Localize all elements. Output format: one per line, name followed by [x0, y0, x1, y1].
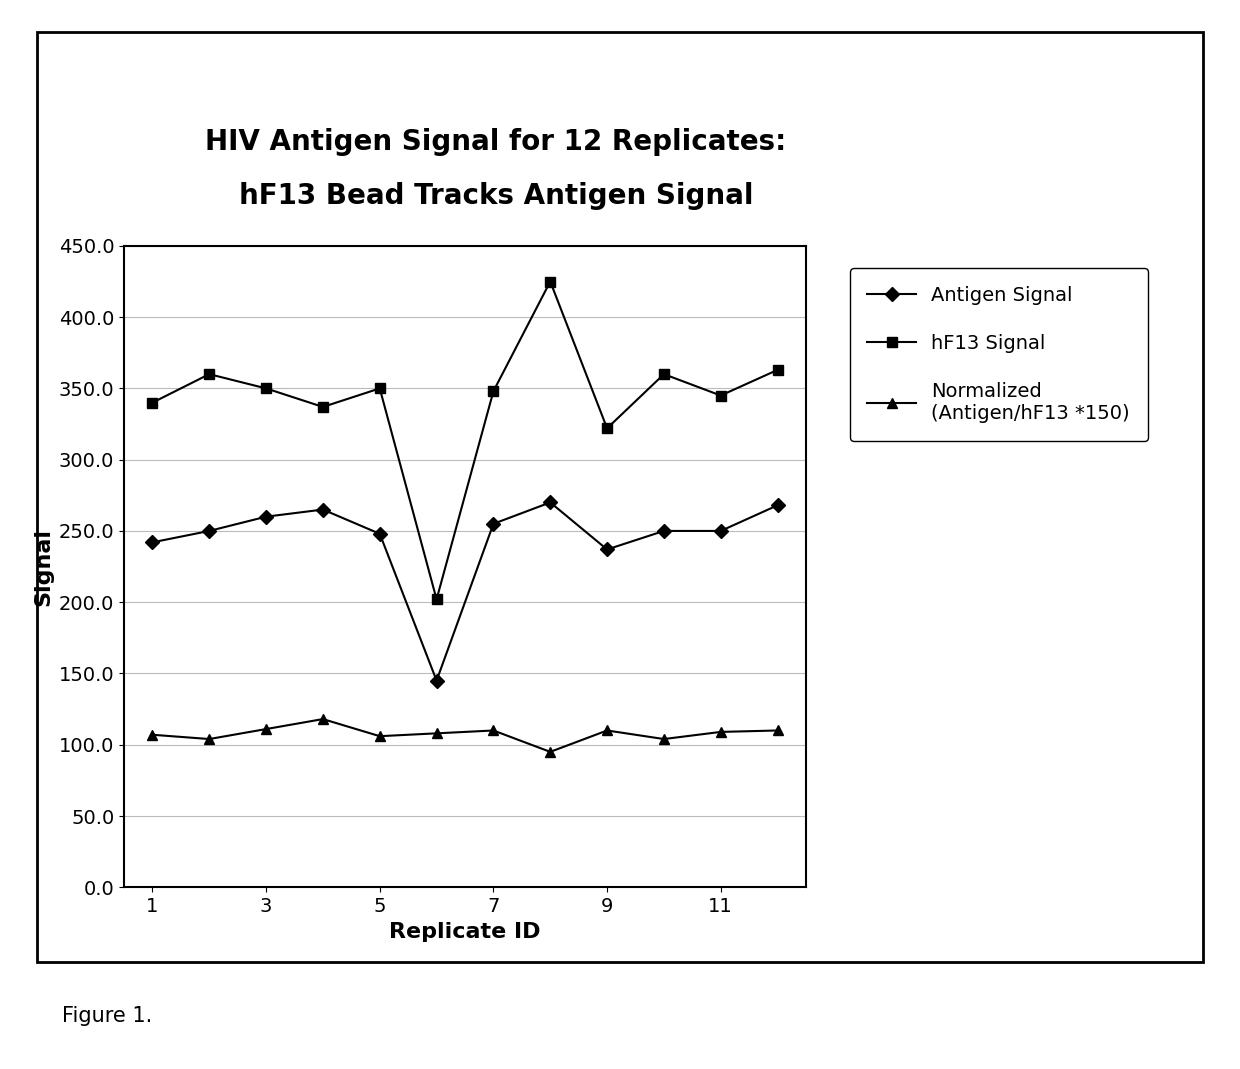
Normalized
(Antigen/hF13 *150): [372, 730, 387, 743]
hF13 Signal: [543, 275, 558, 288]
Normalized
(Antigen/hF13 *150): [770, 724, 785, 737]
Text: HIV Antigen Signal for 12 Replicates:: HIV Antigen Signal for 12 Replicates:: [206, 128, 786, 156]
Y-axis label: Signal: Signal: [33, 528, 53, 605]
hF13 Signal: [315, 401, 330, 414]
hF13 Signal: [429, 593, 444, 606]
hF13 Signal: [600, 422, 615, 435]
Normalized
(Antigen/hF13 *150): [713, 726, 728, 739]
Antigen Signal: [770, 499, 785, 512]
Antigen Signal: [315, 503, 330, 516]
hF13 Signal: [202, 368, 217, 381]
Antigen Signal: [600, 543, 615, 556]
Normalized
(Antigen/hF13 *150): [429, 727, 444, 740]
Normalized
(Antigen/hF13 *150): [259, 723, 274, 735]
hF13 Signal: [713, 389, 728, 402]
Antigen Signal: [259, 510, 274, 523]
Normalized
(Antigen/hF13 *150): [656, 732, 671, 745]
Normalized
(Antigen/hF13 *150): [543, 745, 558, 758]
hF13 Signal: [486, 385, 501, 398]
hF13 Signal: [259, 382, 274, 394]
Line: Normalized
(Antigen/hF13 *150): Normalized (Antigen/hF13 *150): [148, 714, 782, 757]
Text: Figure 1.: Figure 1.: [62, 1006, 153, 1025]
Antigen Signal: [713, 525, 728, 538]
Antigen Signal: [656, 525, 671, 538]
Normalized
(Antigen/hF13 *150): [486, 724, 501, 737]
Antigen Signal: [486, 517, 501, 530]
Line: hF13 Signal: hF13 Signal: [148, 277, 782, 604]
Antigen Signal: [543, 496, 558, 509]
Normalized
(Antigen/hF13 *150): [145, 728, 160, 741]
Antigen Signal: [202, 525, 217, 538]
hF13 Signal: [145, 397, 160, 409]
Text: hF13 Bead Tracks Antigen Signal: hF13 Bead Tracks Antigen Signal: [239, 182, 753, 210]
hF13 Signal: [770, 363, 785, 376]
Normalized
(Antigen/hF13 *150): [202, 732, 217, 745]
Antigen Signal: [372, 527, 387, 540]
Line: Antigen Signal: Antigen Signal: [148, 497, 782, 685]
Antigen Signal: [145, 536, 160, 548]
Normalized
(Antigen/hF13 *150): [315, 713, 330, 726]
hF13 Signal: [656, 368, 671, 381]
X-axis label: Replicate ID: Replicate ID: [389, 921, 541, 942]
Antigen Signal: [429, 675, 444, 687]
hF13 Signal: [372, 382, 387, 394]
Legend: Antigen Signal, hF13 Signal, Normalized
(Antigen/hF13 *150): Antigen Signal, hF13 Signal, Normalized …: [849, 268, 1147, 440]
Normalized
(Antigen/hF13 *150): [600, 724, 615, 737]
